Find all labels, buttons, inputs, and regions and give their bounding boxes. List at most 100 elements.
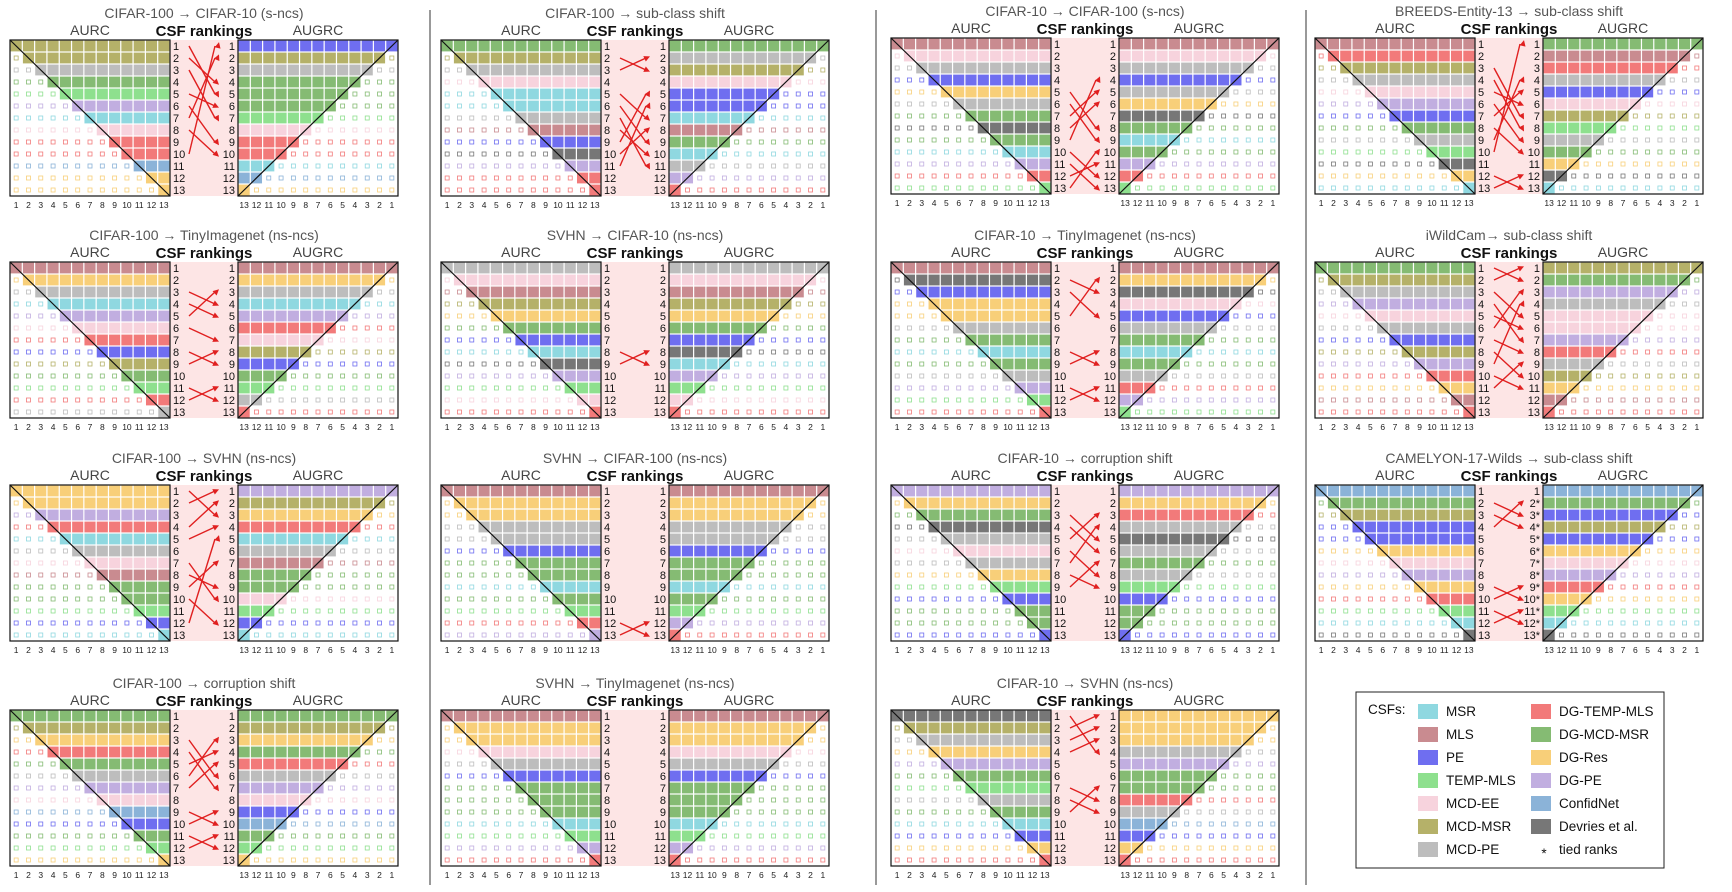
augrc-cell (1168, 746, 1180, 758)
aurc-cell (576, 710, 589, 722)
csf-rankings-header: CSF rankings (587, 693, 684, 710)
augrc-cell (1193, 298, 1205, 310)
aurc-cell (916, 485, 928, 497)
augrc-tick: 9 (291, 422, 296, 432)
aurc-cell (564, 64, 576, 76)
aurc-cell (965, 758, 977, 770)
aurc-dot (980, 373, 986, 379)
augrc-dot (758, 560, 764, 566)
augrc-cell (681, 382, 694, 394)
augrc-dot (290, 596, 296, 602)
augrc-dot (389, 821, 395, 827)
augrc-dot (327, 584, 333, 590)
augrc-cell (780, 262, 792, 274)
augrc-cell (706, 710, 718, 722)
aurc-dot (481, 572, 487, 578)
augrc-cell (312, 734, 324, 746)
aurc-tick: 13 (1040, 645, 1050, 655)
augrc-cell (1181, 782, 1193, 794)
augrc-cell (337, 298, 349, 310)
aurc-dot (457, 397, 462, 403)
rank-shift-arrow (1069, 726, 1100, 741)
aurc-dot (26, 79, 31, 85)
aurc-dot (506, 151, 512, 157)
augrc-dot (1159, 185, 1165, 191)
aurc-rank-label: 3 (173, 287, 179, 299)
augrc-cell (669, 172, 681, 184)
augrc-cell (1156, 298, 1168, 310)
augrc-dot (352, 325, 358, 331)
aurc-cell (1026, 334, 1039, 346)
augrc-dot (771, 127, 777, 133)
augrc-dot (721, 385, 727, 391)
aurc-tick: 10 (122, 645, 132, 655)
augrc-cell (755, 521, 767, 533)
aurc-dot (136, 845, 142, 851)
aurc-dot (136, 620, 142, 626)
augrc-dot (377, 409, 382, 415)
augrc-cell (300, 274, 312, 286)
aurc-dot (907, 113, 912, 119)
aurc-cell (515, 746, 527, 758)
aurc-cell (1014, 557, 1026, 569)
augrc-cell (1131, 782, 1144, 794)
aurc-cell (109, 734, 121, 746)
augrc-dot (364, 349, 370, 355)
aurc-rank-label: 3 (1054, 63, 1060, 75)
augrc-header: AUGRC (724, 467, 775, 483)
aurc-cell (576, 746, 589, 758)
augrc-cell (718, 64, 730, 76)
aurc-cell (990, 274, 1002, 286)
aurc-header: AURC (1375, 20, 1415, 36)
augrc-cell (250, 734, 263, 746)
augrc-dot (721, 833, 727, 839)
augrc-cell (731, 40, 743, 52)
aurc-dot (493, 175, 499, 181)
aurc-cell (158, 286, 170, 298)
augrc-dot (820, 596, 826, 602)
augrc-dot (389, 524, 395, 530)
augrc-rank-label: 6 (1110, 546, 1116, 558)
augrc-cell (1205, 758, 1217, 770)
augrc-cell (718, 322, 730, 334)
augrc-cell (1168, 346, 1180, 358)
aurc-cell (1014, 497, 1026, 509)
augrc-cell (706, 770, 718, 782)
aurc-dot (956, 361, 962, 367)
aurc-cell (1352, 62, 1364, 74)
augrc-cell (731, 521, 743, 533)
aurc-cell (478, 40, 490, 52)
augrc-dot (377, 821, 382, 827)
augrc-dot (340, 797, 346, 803)
augrc-cell (731, 533, 743, 545)
augrc-dot (820, 385, 826, 391)
aurc-cell (133, 509, 145, 521)
aurc-rank-label: 11 (1054, 159, 1065, 171)
augrc-dot (364, 151, 370, 157)
aurc-rank-label: 3 (604, 510, 610, 522)
aurc-cell (1026, 62, 1039, 74)
aurc-tick: 4 (51, 200, 56, 210)
augrc-cell (755, 88, 767, 100)
augrc-dot (758, 809, 764, 815)
aurc-cell (928, 710, 940, 722)
aurc-dot (444, 349, 450, 355)
augrc-tick: 11 (1145, 422, 1154, 432)
aurc-cell (1026, 509, 1039, 521)
augrc-dot (783, 325, 789, 331)
augrc-dot (315, 175, 321, 181)
aurc-frame (890, 261, 1052, 419)
augrc-dot (1245, 313, 1251, 319)
augrc-dot (1270, 749, 1276, 755)
augrc-dot (758, 163, 764, 169)
aurc-dot (543, 409, 549, 415)
aurc-dot (907, 524, 912, 530)
aurc-dot (1005, 632, 1011, 638)
augrc-dot (820, 773, 826, 779)
aurc-dot (506, 785, 512, 791)
augrc-cell (1119, 722, 1131, 734)
aurc-dot (931, 821, 937, 827)
augrc-cell (669, 794, 681, 806)
augrc-cell (1119, 38, 1131, 50)
